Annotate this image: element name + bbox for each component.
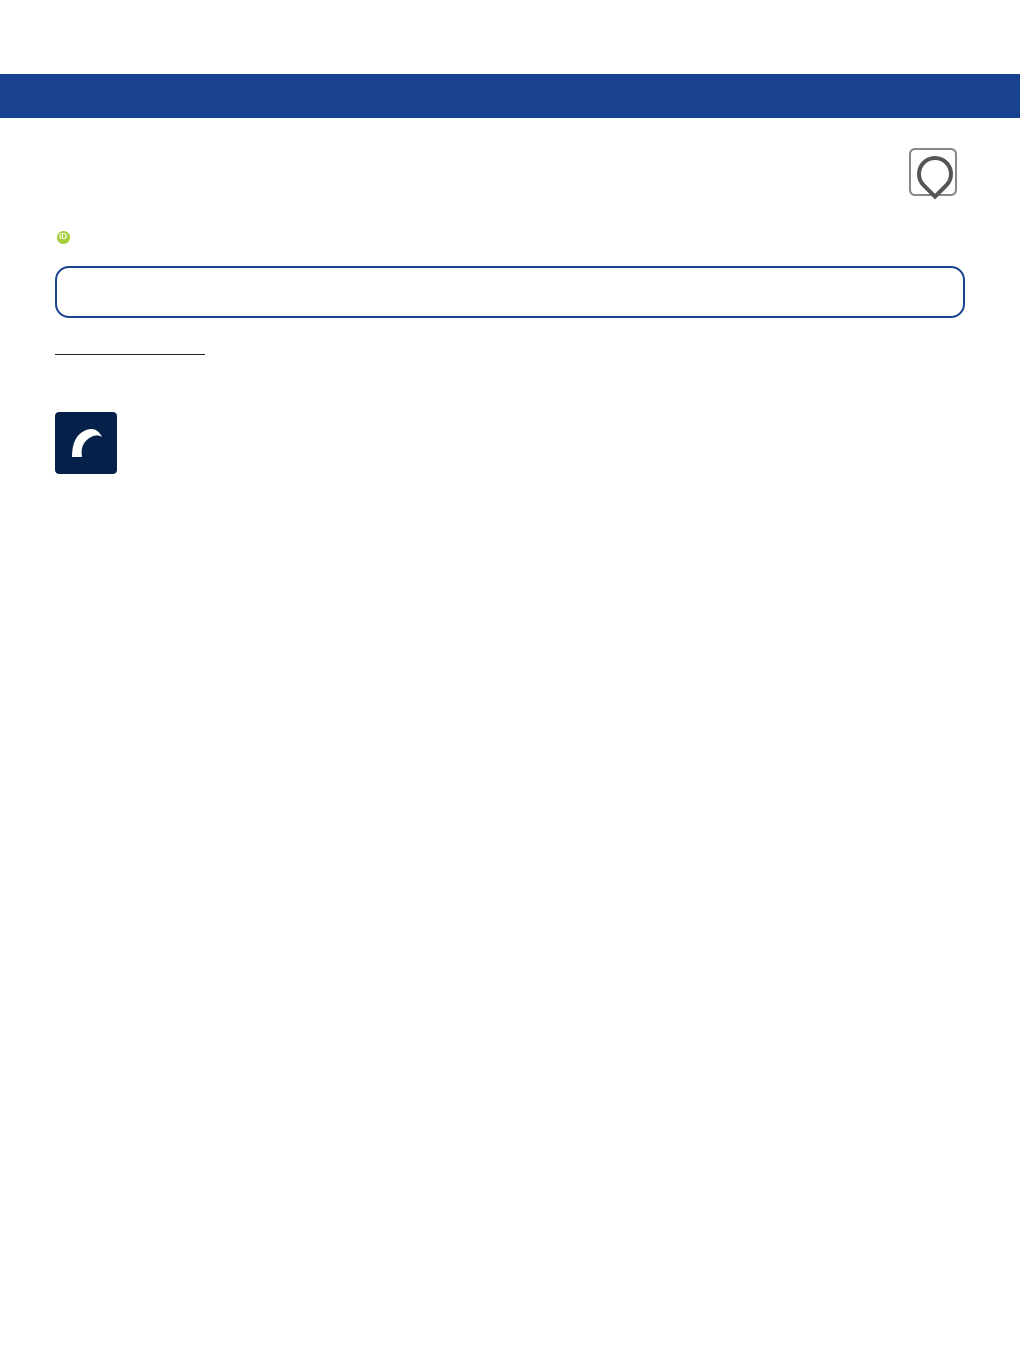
abstract-box [55,266,965,318]
crossmark-text [901,200,965,210]
crossmark-icon [909,148,957,196]
body-columns [0,340,1020,394]
correspondence-footnote [55,361,496,394]
orcid-icon[interactable] [57,231,70,244]
header-row [0,0,1020,50]
footnote-separator [55,354,205,355]
license-row [0,394,1020,514]
authors-line [0,220,1020,266]
crossmark-widget[interactable] [901,148,965,210]
column-left [55,340,496,394]
title-block [0,118,1020,220]
bmc-logo-square [55,412,117,474]
bmc-logo [55,412,123,474]
bmc-logo-mark-icon [66,423,106,463]
article-title [55,144,881,210]
column-right [524,340,965,394]
article-type-banner [0,74,1020,118]
